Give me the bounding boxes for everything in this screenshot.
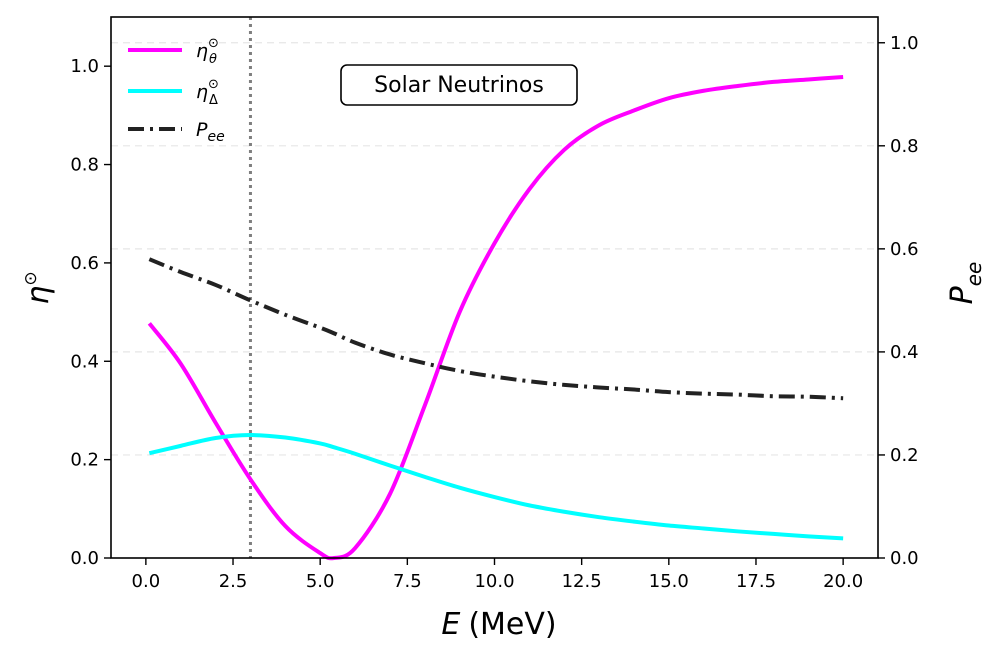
series-eta-theta-line: [147, 75, 844, 561]
annotation-box: Solar Neutrinos: [340, 64, 578, 106]
legend: η⊙ θ η⊙ Δ Pee: [128, 36, 225, 145]
x-axis-label-unit: (MeV): [468, 607, 556, 642]
y-right-tick-label: 0.2: [890, 445, 919, 466]
legend-eta-delta-sub: Δ: [209, 93, 218, 108]
legend-eta-delta-sup: ⊙: [208, 77, 219, 92]
x-tick-label: 12.5: [562, 571, 602, 592]
y-right-tick-label: 0.0: [890, 548, 919, 569]
y-left-tick-label: 0.6: [70, 253, 99, 274]
grid-layer: [111, 42, 878, 456]
x-tick-label: 17.5: [736, 571, 776, 592]
x-axis: 0.0 2.5 5.0 7.5 10.0 12.5 15.0 17.5 20.0: [132, 558, 863, 592]
svg-text:η⊙: η⊙: [21, 271, 56, 304]
x-axis-label: E (MeV): [441, 607, 556, 642]
legend-label-eta-delta: η⊙ Δ: [196, 77, 219, 108]
y-axis-right-label-sub: ee: [962, 262, 986, 287]
legend-eta-theta-sub: θ: [209, 52, 217, 67]
annotation-frame: [340, 64, 578, 106]
y-right-tick-label: 0.6: [890, 239, 919, 260]
x-tick-label: 10.0: [474, 571, 514, 592]
y-axis-right: 0.0 0.2 0.4 0.6 0.8 1.0: [878, 33, 919, 569]
annotation-text: Solar Neutrinos: [374, 73, 544, 98]
legend-pee-base: P: [196, 119, 208, 141]
y-axis-left-label: η⊙: [21, 271, 56, 304]
y-left-tick-label: 1.0: [70, 56, 99, 77]
x-tick-label: 5.0: [306, 571, 335, 592]
x-tick-label: 15.0: [649, 571, 689, 592]
y-right-tick-label: 0.4: [890, 342, 919, 363]
y-right-tick-label: 0.8: [890, 136, 919, 157]
legend-pee-sub: ee: [207, 129, 224, 145]
y-axis-right-label-base: P: [945, 285, 980, 304]
legend-eta-theta-sup: ⊙: [208, 36, 219, 51]
x-tick-label: 20.0: [823, 571, 863, 592]
legend-eta-theta-base: η: [196, 40, 208, 62]
y-axis-left: 0.0 0.2 0.4 0.6 0.8 1.0: [70, 56, 111, 569]
y-left-tick-label: 0.2: [70, 450, 99, 471]
series-eta-delta-line: [148, 433, 844, 541]
x-tick-label: 7.5: [393, 571, 422, 592]
legend-label-pee: Pee: [196, 119, 225, 145]
y-right-tick-label: 1.0: [890, 33, 919, 54]
svg-text:Pee: Pee: [945, 262, 986, 305]
x-axis-label-var: E: [441, 607, 460, 642]
y-axis-left-label-sup: ⊙: [21, 271, 41, 285]
x-tick-label: 0.0: [132, 571, 161, 592]
x-tick-label: 2.5: [219, 571, 248, 592]
y-axis-left-label-base: η: [21, 286, 56, 305]
y-left-tick-label: 0.0: [70, 548, 99, 569]
series-layer: [147, 75, 844, 561]
y-left-tick-label: 0.8: [70, 155, 99, 176]
series-pee-line: [148, 257, 844, 401]
legend-label-eta-theta: η⊙ θ: [196, 36, 219, 67]
legend-eta-delta-base: η: [196, 81, 208, 103]
y-axis-right-label: Pee: [945, 262, 986, 305]
y-left-tick-label: 0.4: [70, 351, 99, 372]
